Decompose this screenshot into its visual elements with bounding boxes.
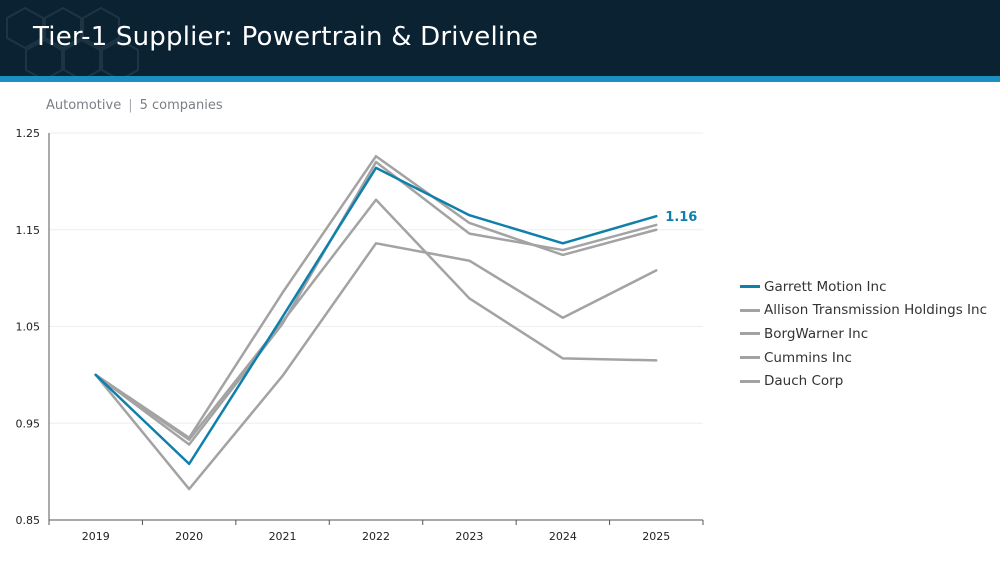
chart-subtitle: Automotive | 5 companies: [46, 98, 223, 113]
legend-label: Cummins Inc: [764, 349, 852, 366]
x-tick-label: 2019: [82, 530, 110, 543]
series-line-4: [94, 242, 658, 491]
y-tick-label: 1.05: [16, 321, 41, 334]
legend-item: Cummins Inc: [740, 346, 987, 370]
y-tick-label: 1.25: [16, 127, 41, 140]
y-axis-labels: 0.85 0.95 1.05 1.15 1.25: [16, 127, 41, 527]
legend-label: Allison Transmission Holdings Inc: [764, 302, 988, 319]
legend-item: Allison Transmission Holdings Inc: [740, 299, 987, 323]
y-tick-label: 0.95: [16, 417, 41, 430]
header-accent-bar: [0, 76, 1000, 82]
legend-item: Dauch Corp: [740, 369, 987, 393]
header-bar: Tier-1 Supplier: Powertrain & Driveline: [0, 0, 1000, 76]
legend-item: Garrett Motion Inc: [740, 275, 987, 299]
chart-series: [94, 154, 658, 491]
y-tick-label: 1.15: [16, 224, 41, 237]
chart-legend: Garrett Motion Inc Allison Transmission H…: [740, 275, 987, 393]
end-value-label: 1.16: [665, 210, 697, 225]
series-line-1: [94, 154, 658, 440]
series-line-3: [94, 198, 658, 441]
legend-item: BorgWarner Inc: [740, 322, 987, 346]
series-line-0: [94, 166, 658, 466]
y-tick-label: 0.85: [16, 514, 41, 527]
series-line-2: [94, 160, 658, 446]
legend-label: Dauch Corp: [764, 373, 844, 390]
legend-label: BorgWarner Inc: [764, 325, 869, 342]
sector-label: Automotive: [46, 98, 122, 113]
company-count: 5 companies: [139, 98, 223, 113]
legend-swatch: [740, 308, 760, 312]
x-tick-label: 2021: [269, 530, 297, 543]
page-title: Tier-1 Supplier: Powertrain & Driveline: [33, 22, 539, 52]
x-tick-label: 2025: [642, 530, 670, 543]
legend-swatch: [740, 379, 760, 383]
legend-swatch: [740, 285, 760, 289]
legend-label: Garrett Motion Inc: [764, 278, 887, 295]
x-axis-labels: 2019 2020 2021 2022 2023 2024 2025: [82, 530, 671, 543]
chart-gridlines: [49, 132, 703, 521]
legend-swatch: [740, 356, 760, 360]
chart-axes: [48, 133, 704, 525]
x-tick-label: 2020: [175, 530, 203, 543]
chart-annotations: 1.16: [665, 210, 697, 225]
subtitle-separator: |: [128, 98, 133, 113]
legend-swatch: [740, 332, 760, 336]
x-tick-label: 2024: [549, 530, 577, 543]
x-tick-label: 2022: [362, 530, 390, 543]
hexagon-pattern-icon: [6, 6, 139, 76]
x-tick-label: 2023: [455, 530, 483, 543]
